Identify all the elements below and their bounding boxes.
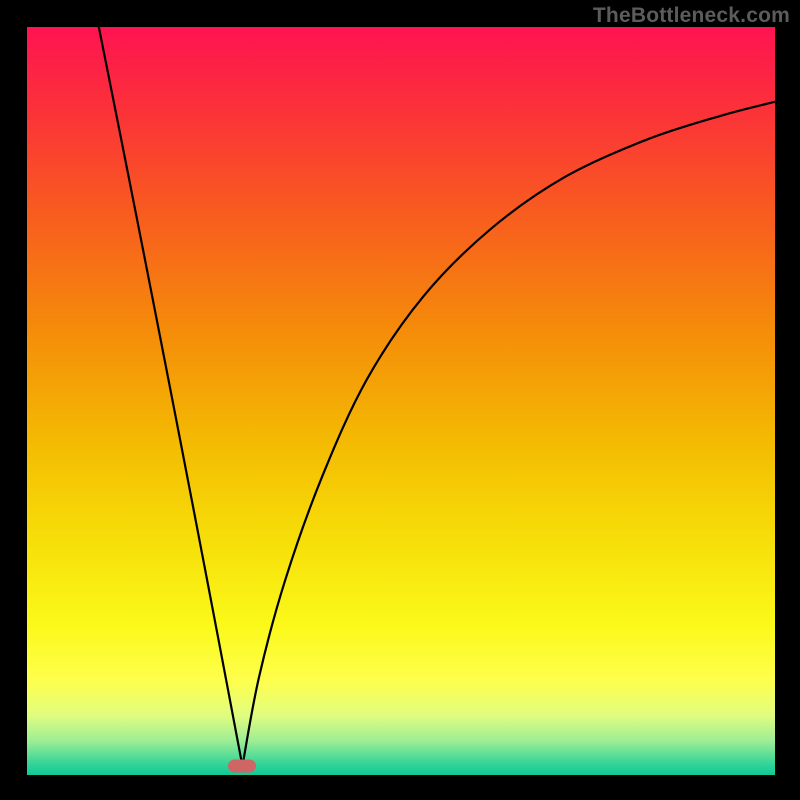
plot-area (27, 27, 775, 775)
curve-layer (27, 27, 775, 775)
vertex-marker (228, 760, 256, 773)
chart-container: TheBottleneck.com (0, 0, 800, 800)
bottleneck-curve (99, 27, 775, 766)
watermark-label: TheBottleneck.com (593, 4, 790, 28)
